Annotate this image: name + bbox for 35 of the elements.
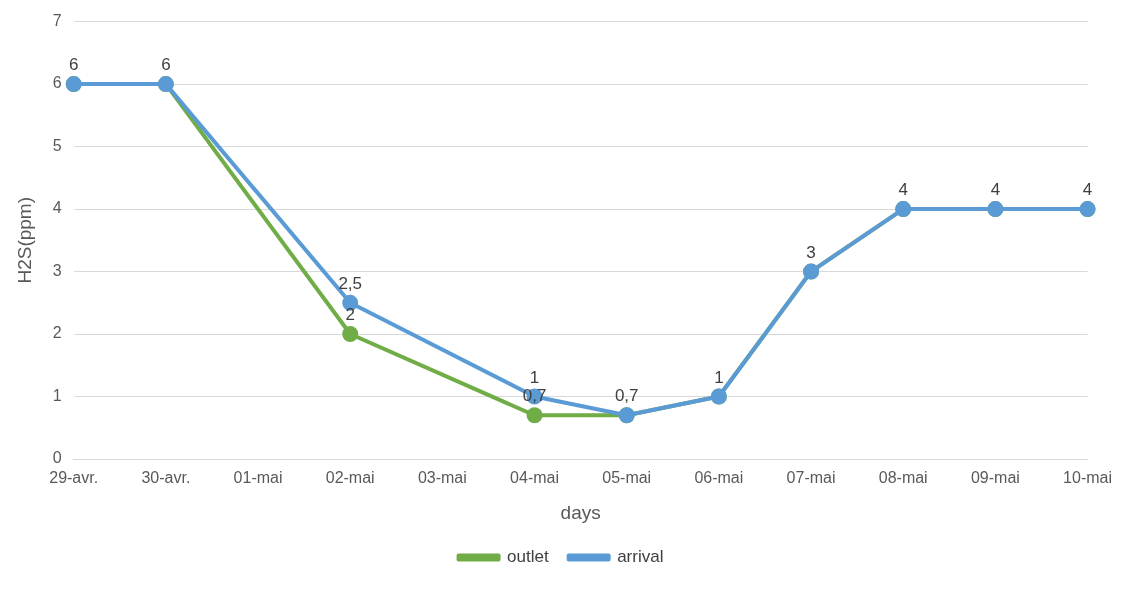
x-tick-label: 29-avr. — [49, 469, 99, 487]
data-label: 0,7 — [614, 386, 639, 406]
x-tick-label: 06-mai — [694, 469, 744, 487]
legend-label: outlet — [507, 547, 549, 567]
y-tick-label: 6 — [52, 74, 62, 92]
x-axis-title: days — [560, 501, 601, 523]
x-tick-label: 10-mai — [1063, 469, 1112, 487]
x-tick-label: 09-mai — [970, 469, 1020, 487]
data-label: 6 — [68, 55, 79, 75]
x-tick-label: 08-mai — [878, 469, 928, 487]
y-axis-title: H2S(ppm) — [13, 197, 35, 284]
y-tick-label: 2 — [52, 324, 62, 342]
data-label: 2 — [345, 305, 355, 325]
data-label: 1 — [714, 367, 724, 387]
data-label: 3 — [806, 242, 816, 262]
data-label: 2,5 — [338, 273, 363, 293]
x-tick-label: 01-mai — [233, 469, 283, 487]
data-label: 4 — [898, 180, 908, 200]
y-tick-label: 5 — [52, 136, 62, 154]
data-label: 4 — [990, 180, 1001, 200]
data-label: 4 — [1082, 180, 1093, 200]
y-tick-label: 7 — [52, 12, 62, 30]
x-tick-label: 05-mai — [602, 469, 652, 487]
x-tick-label: 03-mai — [417, 469, 467, 487]
x-tick-label: 30-avr. — [141, 469, 191, 487]
y-tick-label: 0 — [52, 449, 62, 467]
x-tick-label: 04-mai — [510, 469, 559, 487]
data-label: 1 — [529, 367, 540, 387]
legend-label: arrival — [617, 547, 664, 567]
y-tick-label: 1 — [52, 386, 62, 404]
x-tick-label: 02-mai — [325, 469, 375, 487]
y-tick-label: 4 — [52, 199, 62, 217]
y-tick-label: 3 — [52, 261, 62, 279]
data-label: 6 — [161, 55, 171, 75]
x-tick-label: 07-mai — [786, 469, 836, 487]
